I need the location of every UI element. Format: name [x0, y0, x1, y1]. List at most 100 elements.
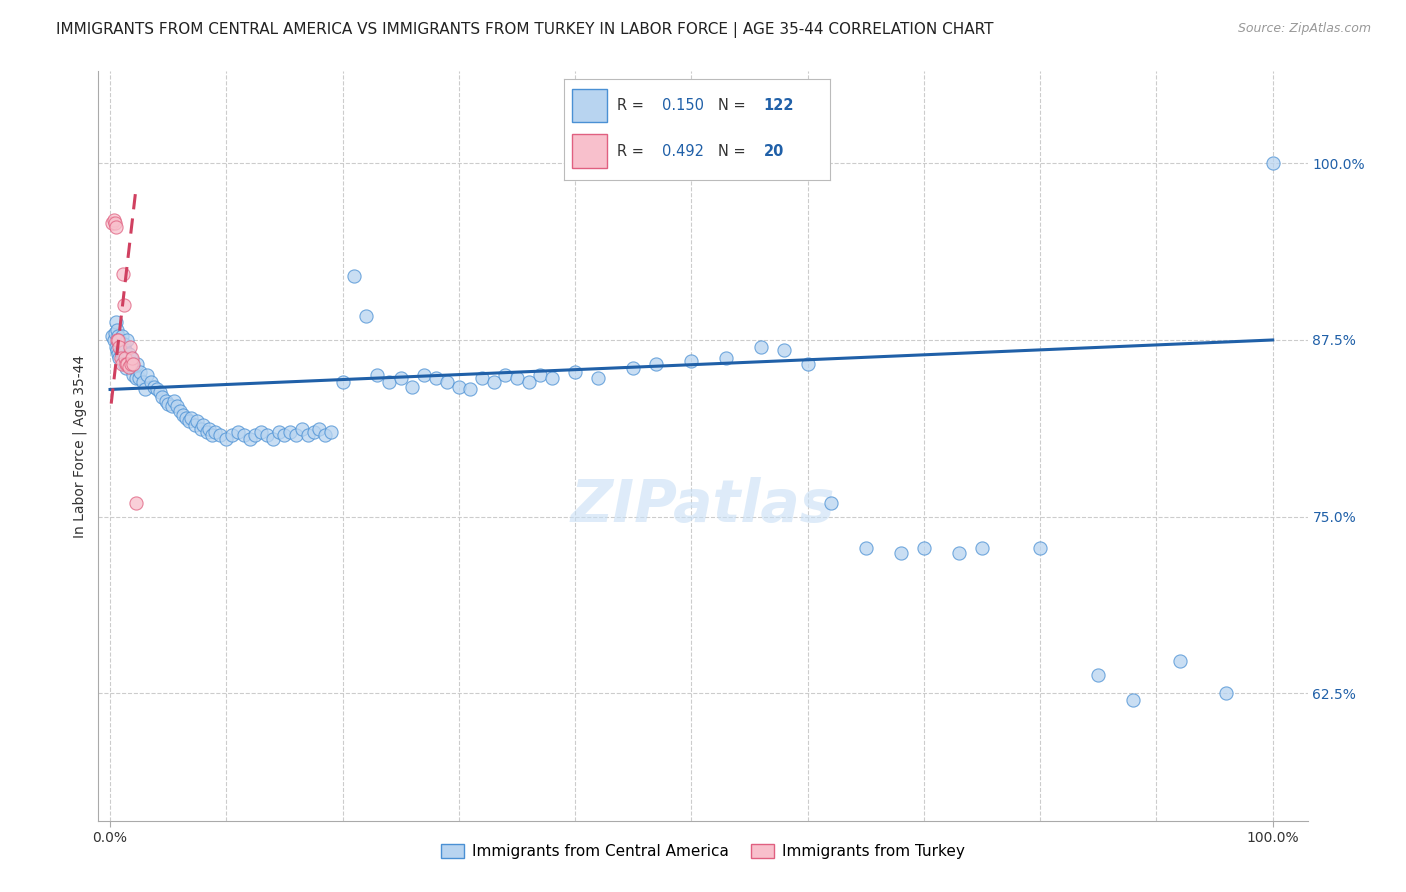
Point [195, 425, 218, 439]
Point [471, 371, 494, 385]
Point [120, 361, 142, 376]
Point [124, 371, 146, 385]
Point [191, 417, 214, 432]
Point [112, 298, 135, 312]
Point [1029, 541, 1052, 555]
Point [1122, 693, 1144, 707]
Point [314, 427, 336, 442]
Point [112, 357, 135, 371]
Point [105, 343, 128, 357]
Point [201, 427, 224, 442]
Point [401, 379, 423, 393]
Point [105, 323, 128, 337]
Point [529, 368, 551, 383]
Point [221, 427, 243, 442]
Point [204, 425, 226, 439]
Point [114, 354, 136, 368]
Point [256, 427, 278, 442]
Point [1087, 668, 1109, 682]
Point [232, 427, 254, 442]
Point [145, 383, 167, 397]
Legend: Immigrants from Central America, Immigrants from Turkey: Immigrants from Central America, Immigra… [434, 838, 972, 865]
Point [122, 357, 145, 371]
Point [117, 333, 139, 347]
Point [124, 495, 146, 509]
Point [564, 366, 586, 380]
Point [111, 267, 134, 281]
Point [118, 357, 141, 371]
Point [621, 361, 644, 376]
Point [108, 340, 131, 354]
Point [103, 333, 125, 347]
Point [118, 359, 141, 374]
Point [139, 376, 162, 390]
Point [180, 410, 202, 425]
Point [773, 343, 796, 357]
Point [517, 376, 540, 390]
Point [104, 326, 127, 340]
Point [128, 371, 150, 385]
Point [494, 368, 516, 383]
Point [186, 413, 208, 427]
Point [460, 383, 482, 397]
Point [796, 357, 818, 371]
Point [104, 216, 127, 230]
Point [112, 337, 135, 351]
Point [107, 328, 129, 343]
Point [111, 351, 134, 366]
Point [118, 347, 141, 361]
Point [174, 410, 197, 425]
Point [114, 343, 136, 357]
Point [588, 371, 610, 385]
Point [436, 376, 458, 390]
Point [319, 425, 342, 439]
Point [134, 383, 156, 397]
Point [273, 427, 295, 442]
Point [118, 340, 141, 354]
Point [115, 357, 138, 371]
Point [169, 403, 191, 417]
Point [110, 351, 132, 366]
Point [136, 368, 159, 383]
Point [104, 315, 127, 329]
Point [1215, 686, 1237, 700]
Point [215, 432, 238, 446]
Point [645, 357, 668, 371]
Point [103, 212, 125, 227]
Point [120, 351, 142, 366]
Point [131, 376, 153, 390]
Point [890, 546, 912, 560]
Point [110, 343, 132, 357]
Point [1261, 156, 1284, 170]
Point [425, 371, 447, 385]
Point [267, 425, 290, 439]
Point [111, 347, 134, 361]
Point [111, 340, 134, 354]
Point [120, 357, 142, 371]
Point [855, 541, 877, 555]
Point [115, 361, 138, 376]
Point [122, 368, 145, 383]
Point [343, 269, 366, 284]
Point [108, 333, 131, 347]
Point [948, 546, 970, 560]
Point [121, 351, 143, 366]
Point [111, 357, 134, 371]
Point [117, 357, 139, 371]
Point [107, 347, 129, 361]
Point [110, 337, 132, 351]
Text: Source: ZipAtlas.com: Source: ZipAtlas.com [1237, 22, 1371, 36]
Point [101, 216, 124, 230]
Point [179, 413, 201, 427]
Point [540, 371, 562, 385]
Point [366, 368, 388, 383]
Text: ZIPatlas: ZIPatlas [571, 477, 835, 534]
Point [285, 427, 308, 442]
Point [447, 379, 470, 393]
Point [332, 376, 354, 390]
Point [101, 328, 124, 343]
Point [155, 393, 177, 408]
Point [413, 368, 436, 383]
Point [105, 333, 128, 347]
Point [716, 351, 738, 366]
